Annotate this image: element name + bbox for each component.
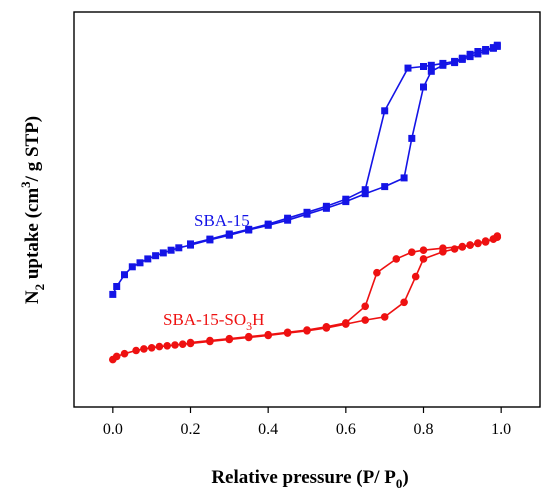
adsorption-branch-point	[136, 259, 144, 267]
desorption-branch-point	[303, 208, 311, 216]
desorption-branch-point	[489, 44, 497, 52]
desorption-branch-point	[381, 107, 389, 115]
desorption-branch-point	[420, 63, 427, 70]
desorption-branch-point	[439, 59, 447, 67]
adsorption-branch-point	[147, 344, 156, 352]
desorption-branch-point	[264, 220, 272, 228]
adsorption-branch-point	[113, 283, 121, 290]
desorption-branch-point	[342, 195, 350, 203]
adsorption-branch-point	[163, 342, 171, 350]
adsorption-branch-point	[112, 352, 121, 361]
desorption-branch-point	[186, 338, 195, 347]
adsorption-branch-point	[159, 249, 167, 257]
desorption-branch-line	[190, 44, 498, 245]
x-tick-label: 1.0	[491, 421, 511, 438]
adsorption-branch-point	[121, 271, 128, 279]
adsorption-branch-point	[361, 316, 370, 324]
adsorption-branch-point	[144, 255, 152, 263]
adsorption-branch-point	[381, 183, 389, 191]
desorption-branch-point	[493, 41, 501, 49]
adsorption-branch-point	[427, 67, 435, 75]
desorption-branch-point	[439, 244, 447, 252]
desorption-branch-point	[187, 240, 194, 248]
adsorption-branch-point	[152, 252, 160, 260]
desorption-branch-point	[244, 332, 253, 341]
adsorption-branch-point	[400, 298, 408, 307]
desorption-branch-point	[474, 48, 482, 55]
desorption-branch-point	[342, 319, 350, 327]
series-1	[109, 232, 502, 364]
desorption-branch-point	[283, 328, 292, 337]
adsorption-branch-point	[120, 349, 129, 358]
series-label-sba15-so3h: SBA-15-SO3H	[163, 310, 264, 333]
adsorption-branch-point	[361, 190, 369, 198]
adsorption-branch-point	[128, 263, 136, 271]
adsorption-branch-point	[420, 83, 427, 91]
x-tick-label: 0.4	[258, 421, 278, 438]
desorption-branch-point	[206, 235, 214, 243]
desorption-branch-point	[245, 225, 253, 233]
x-tick-label: 0.2	[181, 421, 201, 438]
x-axis-ticks: 0.0 0.2 0.4 0.6 0.8 1.0	[103, 407, 511, 438]
desorption-branch-point	[361, 186, 369, 194]
desorption-branch-point	[404, 64, 412, 72]
desorption-branch-point	[225, 334, 234, 343]
desorption-branch-point	[451, 57, 459, 65]
adsorption-branch-point	[408, 134, 416, 142]
x-tick-label: 0.0	[103, 421, 123, 438]
desorption-branch-point	[427, 61, 435, 69]
series-layer	[109, 41, 502, 364]
desorption-branch-point	[466, 50, 474, 58]
plot-frame	[73, 11, 541, 408]
adsorption-branch-point	[171, 341, 179, 349]
desorption-branch-point	[264, 330, 273, 339]
adsorption-branch-point	[140, 345, 148, 353]
desorption-branch-point	[322, 202, 330, 210]
desorption-branch-point	[458, 242, 467, 251]
desorption-branch-point	[373, 268, 381, 277]
desorption-branch-point	[466, 241, 474, 249]
x-tick-label: 0.8	[414, 421, 434, 438]
desorption-branch-point	[392, 255, 401, 263]
desorption-branch-point	[206, 336, 214, 345]
desorption-branch-point	[458, 54, 466, 62]
adsorption-branch-point	[380, 313, 389, 321]
desorption-branch-point	[481, 238, 490, 246]
desorption-branch-point	[322, 323, 331, 331]
desorption-branch-point	[303, 326, 311, 334]
series-0	[109, 41, 501, 298]
desorption-branch-point	[419, 246, 428, 254]
desorption-branch-point	[284, 214, 292, 222]
desorption-branch-point	[408, 248, 416, 256]
desorption-branch-point	[489, 235, 498, 243]
adsorption-branch-point	[132, 346, 140, 355]
adsorption-branch-point	[411, 272, 420, 281]
y-axis-title: N2 uptake (cm3/ g STP)	[18, 116, 47, 304]
adsorption-branch-point	[178, 340, 187, 349]
series-label-sba15: SBA-15	[194, 211, 250, 230]
desorption-branch-point	[361, 302, 370, 311]
adsorption-branch-point	[400, 174, 408, 182]
x-tick-label: 0.6	[336, 421, 356, 438]
adsorption-branch-point	[167, 246, 175, 254]
desorption-branch-point	[482, 46, 490, 53]
adsorption-branch-line	[112, 235, 498, 361]
adsorption-branch-point	[109, 290, 117, 298]
adsorption-branch-line	[112, 45, 498, 295]
adsorption-branch-point	[155, 342, 164, 351]
desorption-branch-point	[225, 230, 233, 238]
adsorption-branch-point	[419, 255, 428, 263]
x-axis-title: Relative pressure (P/ P0)	[211, 467, 408, 491]
adsorption-branch-point	[175, 244, 183, 252]
desorption-branch-point	[474, 239, 482, 248]
